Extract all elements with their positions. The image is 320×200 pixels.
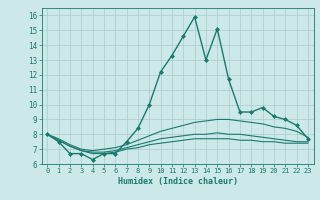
X-axis label: Humidex (Indice chaleur): Humidex (Indice chaleur) (118, 177, 237, 186)
